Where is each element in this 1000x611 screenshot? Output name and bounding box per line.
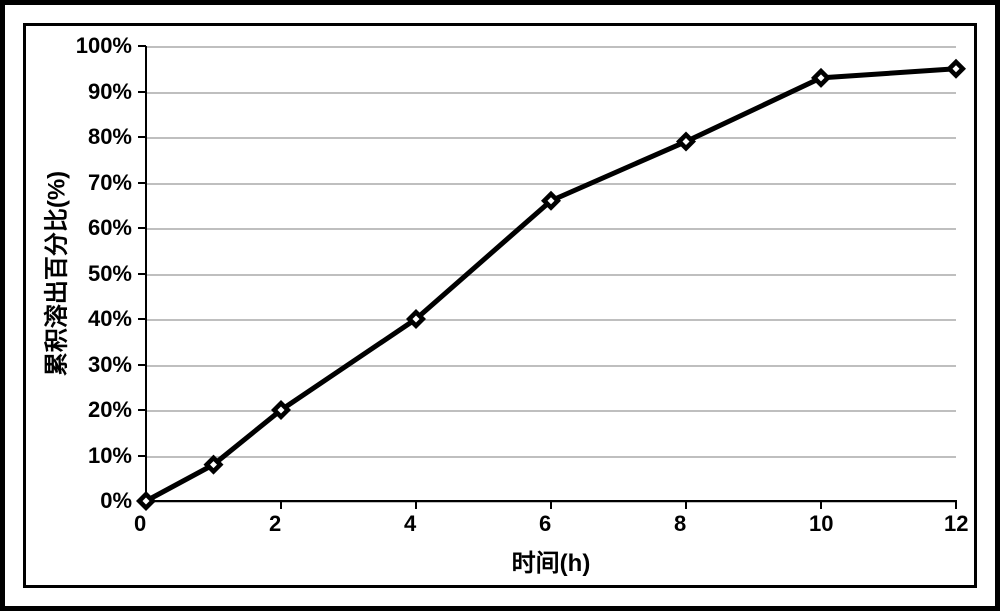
x-tick-mark	[415, 501, 417, 509]
y-tick-label: 90%	[88, 79, 132, 105]
y-tick-label: 80%	[88, 124, 132, 150]
y-tick-label: 100%	[76, 33, 132, 59]
x-tick-mark	[955, 501, 957, 509]
y-tick-label: 70%	[88, 170, 132, 196]
plot-area: 0%10%20%30%40%50%60%70%80%90%100%0246810…	[146, 46, 956, 501]
x-tick-label: 2	[269, 511, 281, 537]
chart-inner-frame: 0% 10% 20% 30% 40% 50% 60% 70% 80% 90% 100% 0 2 4 6 8 10…	[23, 23, 977, 588]
x-tick-label: 6	[539, 511, 551, 537]
series-line	[146, 69, 956, 501]
x-tick-label: 12	[944, 511, 968, 537]
x-tick-mark	[550, 501, 552, 509]
y-axis-title: 累积溶出百分比(%)	[37, 171, 72, 376]
data-marker	[136, 491, 156, 511]
x-tick-label: 0	[134, 511, 146, 537]
x-tick-mark	[685, 501, 687, 509]
y-tick-label: 10%	[88, 443, 132, 469]
data-marker	[676, 132, 696, 152]
y-tick-label: 20%	[88, 397, 132, 423]
series-svg	[146, 46, 956, 501]
x-tick-label: 8	[674, 511, 686, 537]
x-tick-label: 4	[404, 511, 416, 537]
y-tick-label: 30%	[88, 352, 132, 378]
x-tick-mark	[820, 501, 822, 509]
y-tick-label: 50%	[88, 261, 132, 287]
x-tick-label: 10	[809, 511, 833, 537]
y-tick-label: 40%	[88, 306, 132, 332]
chart-outer-frame: 0% 10% 20% 30% 40% 50% 60% 70% 80% 90% 100% 0 2 4 6 8 10…	[0, 0, 1000, 611]
x-axis-title: 时间(h)	[512, 543, 591, 578]
y-tick-label: 0%	[100, 488, 132, 514]
data-marker	[811, 68, 831, 88]
y-tick-label: 60%	[88, 215, 132, 241]
data-marker	[946, 59, 966, 79]
x-tick-mark	[280, 501, 282, 509]
